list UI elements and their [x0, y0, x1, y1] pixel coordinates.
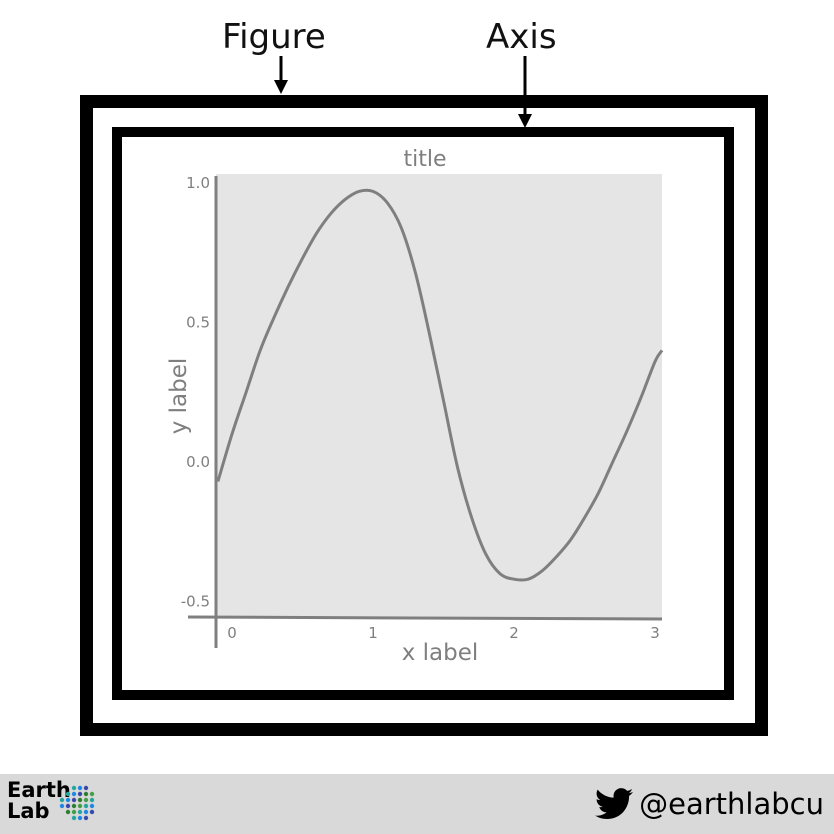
axis-callout-label: Axis: [486, 17, 557, 57]
x-axis-line: [187, 615, 663, 621]
series-line: [216, 188, 664, 582]
earth-lab-logo: Earth Lab: [7, 780, 71, 822]
plot-background: [216, 174, 662, 618]
logo-line-earth: Earth: [7, 778, 71, 802]
axis-box: [112, 127, 734, 700]
y-tick-label: 0.0: [186, 453, 210, 471]
figure-box: [80, 95, 768, 736]
y-tick-label: 0.5: [186, 314, 210, 332]
x-tick-label: 0: [227, 624, 237, 642]
y-tick-label: -0.5: [181, 593, 210, 611]
footer-bar: Earth Lab @earthlabcu: [0, 774, 834, 834]
figure-arrow: [274, 56, 288, 94]
plot-title: title: [403, 147, 446, 172]
x-tick-label: 3: [650, 624, 660, 642]
tick-labels: 0 1 2 3 -0.5 0.0 0.5 1.0: [181, 174, 660, 642]
y-tick-label: 1.0: [186, 174, 210, 192]
twitter-handle-group[interactable]: @earthlabcu: [595, 787, 824, 821]
twitter-bird-icon: [595, 788, 634, 820]
earth-lab-dots-icon: [59, 785, 95, 821]
twitter-handle: @earthlabcu: [639, 787, 824, 821]
x-axis-label: x label: [402, 640, 479, 666]
figure-callout-label: Figure: [222, 17, 326, 57]
x-tick-label: 2: [509, 624, 519, 642]
y-axis-label: y label: [166, 358, 192, 435]
x-tick-label: 1: [368, 624, 378, 642]
logo-line-lab: Lab: [7, 799, 50, 823]
